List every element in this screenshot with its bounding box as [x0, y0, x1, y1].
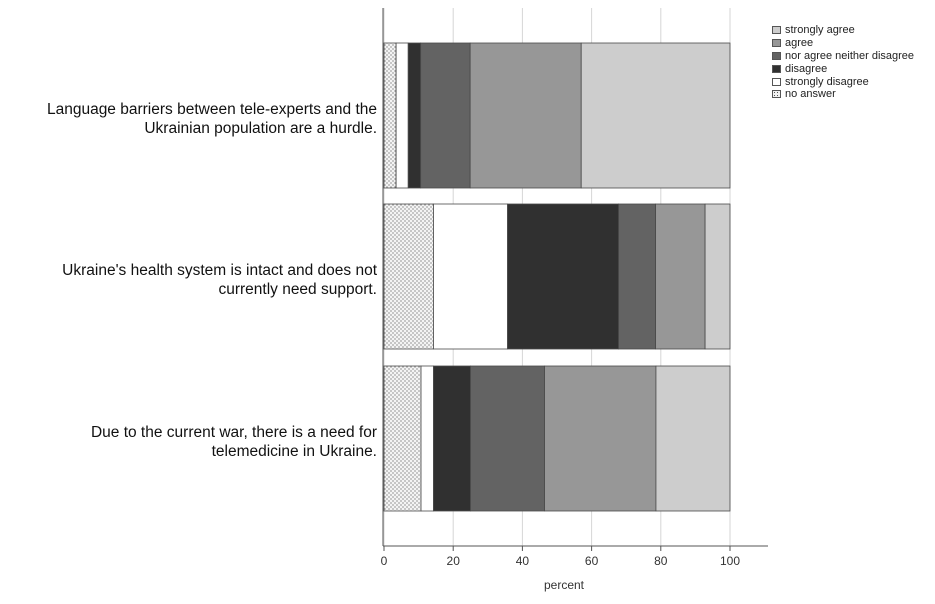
- category-label: Ukraine's health system is intact and do…: [62, 262, 377, 298]
- legend-swatch: [772, 51, 781, 60]
- bar-segment: [704, 203, 731, 350]
- legend-item: strongly disagree: [772, 75, 914, 88]
- legend-item: no answer: [772, 88, 914, 101]
- legend-label: agree: [785, 37, 814, 50]
- bar-segment: [433, 203, 508, 350]
- bar-segment: [407, 42, 422, 189]
- category-label: Due to the current war, there is a need …: [90, 424, 377, 460]
- legend-label: disagree: [785, 62, 828, 75]
- legend-label: strongly agree: [785, 24, 855, 37]
- x-tick-label: 80: [654, 554, 668, 568]
- bar-segment: [580, 42, 731, 189]
- category-label: Language barriers between tele-experts a…: [46, 101, 377, 137]
- legend-swatch: [772, 90, 781, 99]
- bar-segment: [655, 365, 731, 512]
- legend-swatch: [772, 26, 781, 35]
- x-tick-label: 100: [720, 554, 740, 568]
- x-axis-title: percent: [544, 578, 585, 592]
- legend-item: strongly agree: [772, 24, 914, 37]
- bar-segment: [470, 365, 545, 512]
- bar-segment: [618, 203, 657, 350]
- legend-swatch: [772, 39, 781, 48]
- bar-segment: [420, 365, 434, 512]
- legend-swatch: [772, 77, 781, 86]
- x-tick-label: 20: [447, 554, 461, 568]
- legend-label: nor agree neither disagree: [785, 49, 915, 62]
- bar-segment: [383, 203, 434, 350]
- legend-label: no answer: [785, 88, 836, 101]
- bar-segment: [469, 42, 582, 189]
- x-tick-label: 40: [516, 554, 530, 568]
- bar-segment: [544, 365, 657, 512]
- legend-swatch: [772, 64, 781, 73]
- bar-segment: [433, 365, 471, 512]
- legend-item: disagree: [772, 62, 914, 75]
- legend-label: strongly disagree: [785, 75, 869, 88]
- bar-segment: [395, 42, 409, 189]
- x-tick-label: 60: [585, 554, 599, 568]
- bar-segment: [655, 203, 706, 350]
- legend-item: agree: [772, 37, 914, 50]
- legend-item: nor agree neither disagree: [772, 50, 914, 63]
- legend: strongly agree agree nor agree neither dis…: [772, 24, 914, 101]
- bar-segment: [507, 203, 619, 350]
- x-tick-label: 0: [381, 554, 388, 568]
- bar-segment: [383, 42, 397, 189]
- bar-segment: [420, 42, 471, 189]
- bar-segment: [383, 365, 422, 512]
